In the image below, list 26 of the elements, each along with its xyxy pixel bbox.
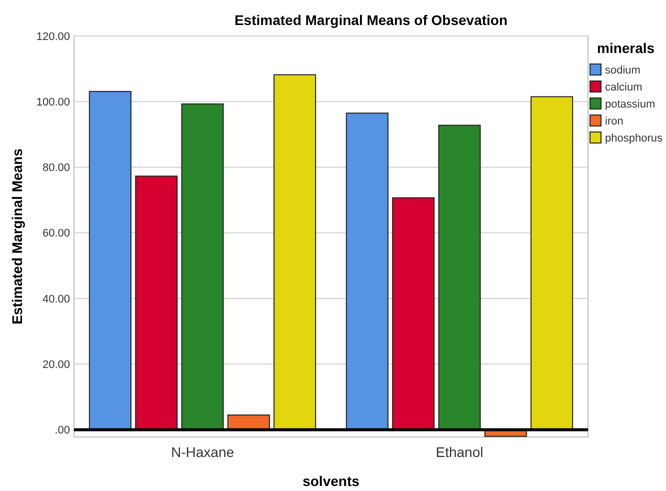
y-tick-label: 100.00 bbox=[36, 96, 70, 108]
legend-label: phosphorus bbox=[605, 132, 663, 144]
y-axis-title: Estimated Marginal Means bbox=[9, 148, 25, 324]
bar bbox=[438, 124, 481, 430]
bar bbox=[274, 74, 316, 430]
legend-label: sodium bbox=[605, 64, 640, 76]
y-tick-label: 80.00 bbox=[42, 162, 70, 174]
y-tick-label: 40.00 bbox=[42, 293, 70, 306]
bar bbox=[135, 176, 178, 430]
x-tick-label: N-Haxane bbox=[170, 444, 234, 460]
bar bbox=[346, 112, 388, 430]
legend-title: minerals bbox=[597, 40, 655, 56]
y-tick-label: 20.00 bbox=[42, 359, 70, 371]
x-axis-title: solvents bbox=[302, 473, 360, 489]
x-tick-label: Ethanol bbox=[436, 444, 484, 460]
bar bbox=[530, 96, 574, 430]
y-tick-label: 120.00 bbox=[36, 30, 70, 43]
legend-label: calcium bbox=[605, 82, 642, 94]
bar bbox=[181, 103, 224, 430]
chart-title: Estimated Marginal Means of Obsevation bbox=[234, 12, 508, 28]
bar bbox=[88, 90, 132, 430]
y-tick-label: .00 bbox=[54, 424, 70, 437]
bar bbox=[392, 197, 435, 430]
y-tick-label: 60.00 bbox=[42, 228, 70, 240]
legend-label: potassium bbox=[605, 98, 656, 110]
legend-label: iron bbox=[605, 116, 624, 128]
